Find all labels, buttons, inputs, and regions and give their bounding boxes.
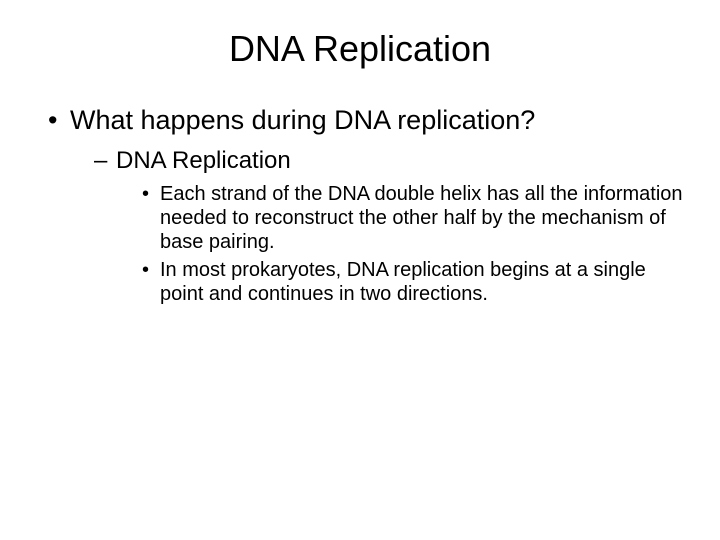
bullet-level1-item: What happens during DNA replication? DNA… xyxy=(48,104,684,306)
bullet-level3-text: Each strand of the DNA double helix has … xyxy=(160,183,683,253)
bullet-level3-item: Each strand of the DNA double helix has … xyxy=(142,182,684,254)
bullet-list-level2: DNA Replication Each strand of the DNA d… xyxy=(70,146,684,306)
slide-title: DNA Replication xyxy=(36,28,684,70)
bullet-level3-item: In most prokaryotes, DNA replication beg… xyxy=(142,258,684,306)
bullet-list-level3: Each strand of the DNA double helix has … xyxy=(116,182,684,306)
bullet-level1-text: What happens during DNA replication? xyxy=(70,105,535,135)
slide: DNA Replication What happens during DNA … xyxy=(0,0,720,540)
bullet-level3-text: In most prokaryotes, DNA replication beg… xyxy=(160,259,646,305)
bullet-list-level1: What happens during DNA replication? DNA… xyxy=(36,104,684,306)
bullet-level2-item: DNA Replication Each strand of the DNA d… xyxy=(94,146,684,306)
bullet-level2-text: DNA Replication xyxy=(116,147,291,174)
